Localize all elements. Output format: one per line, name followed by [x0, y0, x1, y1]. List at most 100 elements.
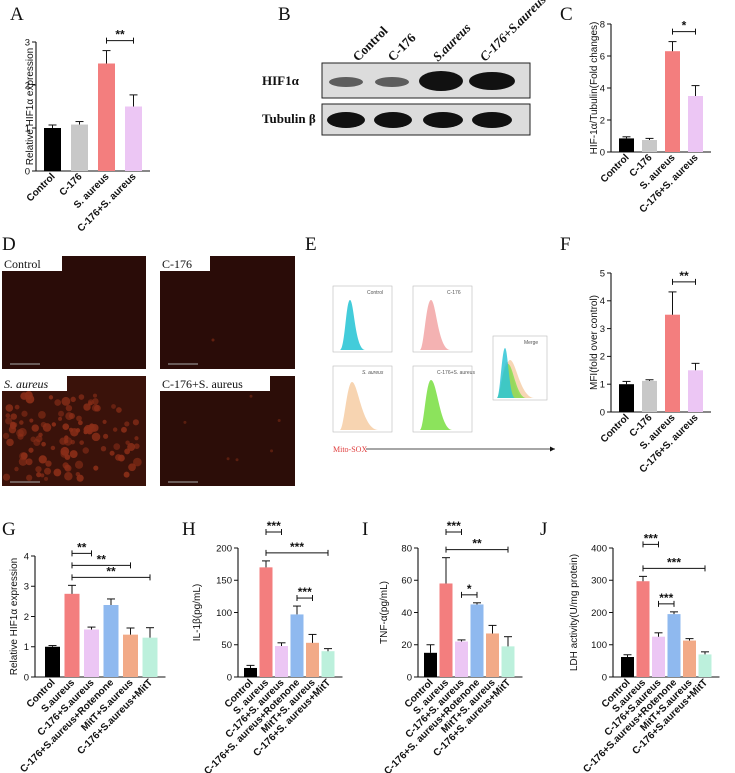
cell-dot: [100, 446, 107, 452]
histogram-merge-control: [497, 348, 515, 398]
cell-dot: [61, 396, 71, 406]
bar: [71, 124, 88, 171]
cell-dot: [277, 419, 281, 423]
bar: [501, 646, 515, 677]
bar: [259, 567, 273, 677]
bar: [636, 581, 650, 677]
y-tick-label: 1: [24, 642, 29, 653]
cell-dot: [109, 450, 115, 456]
cell-dot: [91, 432, 101, 442]
bar: [44, 128, 61, 171]
y-tick-label: 0: [25, 166, 30, 177]
cell-dot: [21, 410, 28, 417]
y-tick-label: 2: [600, 352, 605, 363]
cell-dot: [20, 452, 28, 460]
y-tick-label: 80: [401, 543, 412, 554]
cell-dot: [44, 476, 49, 481]
cell-dot: [54, 399, 62, 406]
cell-dot: [28, 447, 34, 453]
cell-dot: [79, 440, 84, 445]
y-axis-label: Relative HIF1α expression: [25, 48, 36, 166]
y-axis-label: LDH activity(U/mg protein): [569, 554, 580, 671]
y-axis-label: IL-1β(pg/mL): [192, 584, 203, 641]
hif1a-band-saureus: [419, 71, 463, 91]
cell-dot: [249, 394, 253, 398]
bar: [619, 384, 634, 412]
cell-dot: [64, 439, 69, 444]
significance-label: ***: [447, 519, 461, 533]
significance-label: ***: [267, 519, 281, 533]
histogram-saureus: [340, 382, 378, 430]
cell-dot: [74, 460, 84, 469]
bar: [125, 106, 142, 171]
bar: [621, 657, 634, 677]
bar: [439, 583, 453, 677]
micrograph-c176-saureus: [160, 376, 295, 486]
y-tick-label: 1: [600, 380, 605, 391]
cell-dot: [64, 464, 71, 471]
micrograph-label-saureus: S. aureus: [4, 377, 49, 391]
y-tick-label: 2: [600, 115, 605, 126]
bar: [698, 654, 712, 677]
cell-dot: [35, 466, 42, 473]
y-tick-label: 5: [600, 268, 605, 279]
bar: [64, 593, 80, 677]
fluorescence-micrographs: Control C-176 S. aureus C-176+S. aureus: [2, 256, 295, 486]
cell-dot: [6, 438, 14, 447]
micrograph-cell-dots: [2, 338, 281, 482]
y-axis-label: MFI(fold over control): [589, 295, 600, 390]
cell-dot: [211, 338, 215, 342]
cell-dot: [102, 419, 107, 424]
significance-label: **: [679, 269, 689, 283]
micrograph-control: [2, 256, 146, 369]
cell-dot: [78, 394, 85, 400]
bar: [642, 140, 657, 152]
y-tick-label: 150: [216, 576, 232, 587]
significance-label: ***: [659, 591, 673, 605]
y-tick-label: 0: [407, 672, 412, 683]
bar: [688, 96, 703, 152]
bar: [683, 640, 696, 677]
y-tick-label: 4: [600, 83, 605, 94]
cell-dot: [64, 472, 73, 481]
cell-dot: [62, 423, 70, 431]
hif1a-band-c176: [375, 77, 409, 87]
cell-dot: [25, 458, 33, 466]
panel-letter-h: H: [182, 519, 196, 540]
cell-dot: [5, 413, 11, 418]
cell-dot: [92, 393, 98, 398]
flow-label-merge: Merge: [524, 340, 538, 346]
panel-letter-f: F: [560, 234, 571, 255]
y-tick-label: 3: [25, 37, 30, 48]
cell-dot: [45, 460, 52, 467]
blot-col-c176-saureus: C-176+S.aureus: [477, 0, 549, 64]
significance-label: *: [682, 19, 687, 33]
y-tick-label: 60: [401, 576, 412, 587]
panel-letter-c: C: [560, 4, 573, 25]
y-tick-label: 0: [600, 147, 605, 158]
y-tick-label: 2: [24, 612, 29, 623]
significance-label: *: [467, 582, 472, 596]
cell-dot: [183, 420, 187, 424]
cell-dot: [10, 421, 16, 428]
cell-dot: [53, 468, 62, 477]
y-tick-label: 100: [591, 640, 607, 651]
flow-marker-arrowhead: [550, 446, 555, 452]
y-tick-label: 6: [600, 51, 605, 62]
y-tick-label: 3: [24, 582, 29, 593]
bar: [142, 637, 158, 677]
y-tick-label: 20: [401, 640, 412, 651]
flow-label-c176-saureus: C-176+S. aureus: [437, 370, 475, 376]
cell-dot: [41, 441, 46, 447]
bar: [98, 63, 115, 171]
cell-dot: [133, 457, 142, 467]
y-tick-label: 2: [25, 80, 30, 91]
y-tick-label: 0: [600, 407, 605, 418]
significance-label: **: [97, 552, 107, 566]
cell-dot: [48, 395, 54, 400]
bar: [424, 652, 437, 677]
